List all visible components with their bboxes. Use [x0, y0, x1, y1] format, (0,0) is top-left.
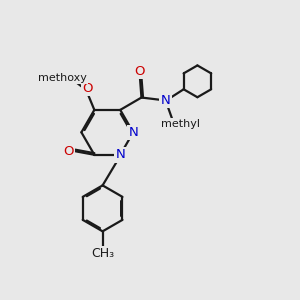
Text: CH₃: CH₃ — [91, 247, 114, 260]
Text: N: N — [128, 126, 138, 139]
Text: N: N — [116, 148, 125, 161]
Text: O: O — [82, 82, 93, 94]
Text: methyl: methyl — [161, 119, 200, 129]
Text: methoxy: methoxy — [38, 73, 87, 83]
Text: O: O — [134, 65, 145, 78]
Text: O: O — [64, 145, 74, 158]
Text: N: N — [161, 94, 170, 107]
